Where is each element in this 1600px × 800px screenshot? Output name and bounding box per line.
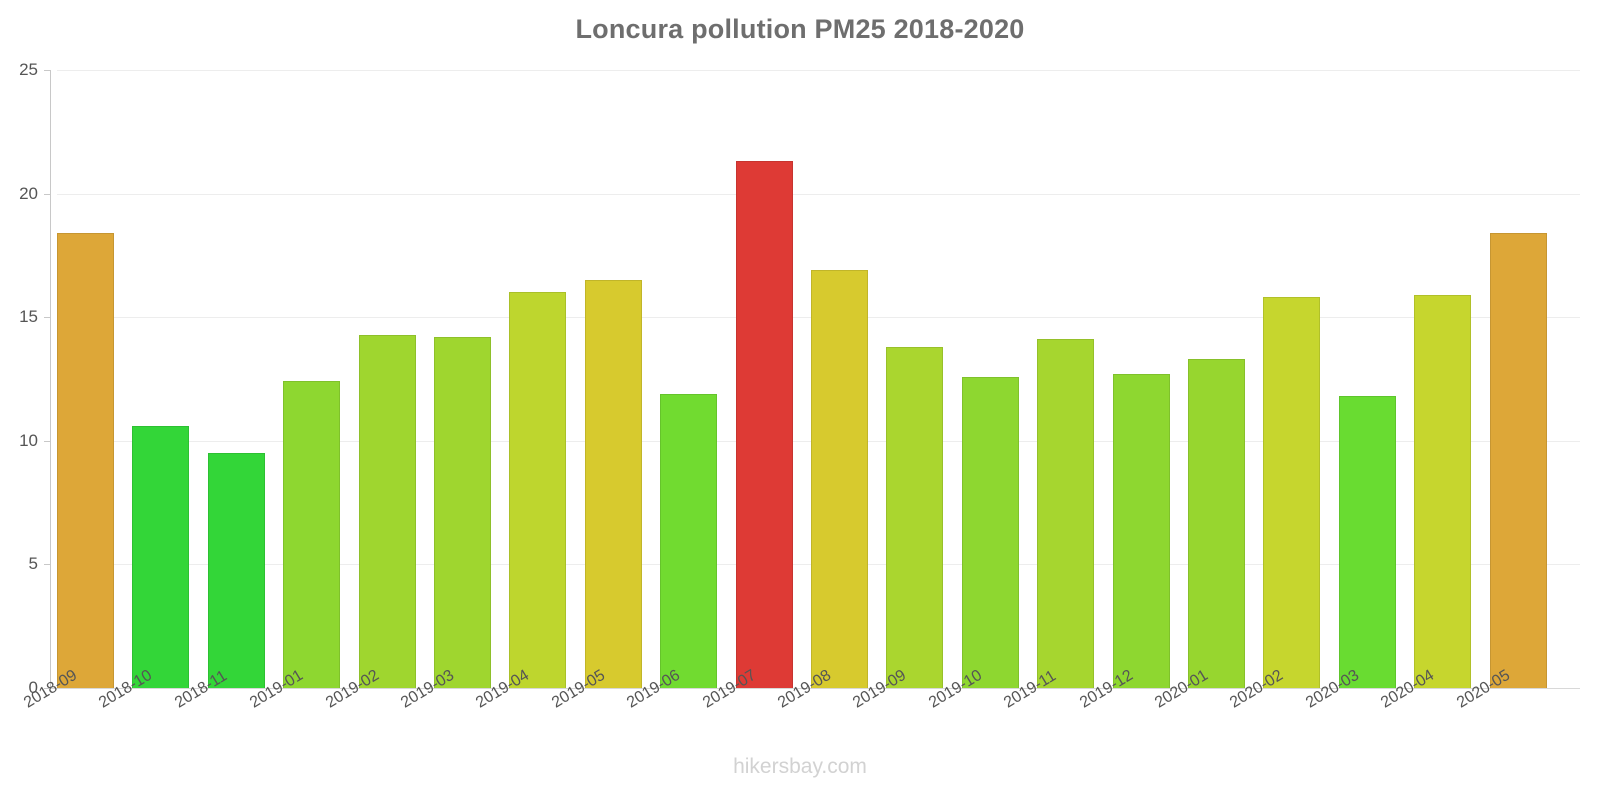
y-axis-tick-label: 15	[19, 307, 38, 327]
y-axis-tick	[44, 564, 51, 566]
y-axis-tick	[44, 440, 51, 442]
bar[interactable]	[886, 346, 944, 688]
bar[interactable]	[509, 292, 567, 688]
bar[interactable]	[207, 453, 265, 688]
y-axis-tick-label: 0	[28, 678, 38, 697]
footer-credit: hikersbay.com	[733, 755, 867, 778]
gridline	[57, 193, 1580, 195]
bar[interactable]	[811, 270, 868, 688]
bar[interactable]	[1188, 359, 1245, 688]
y-axis-tick	[44, 193, 51, 195]
y-axis-tick	[44, 317, 51, 319]
bar[interactable]	[1338, 396, 1396, 688]
bar[interactable]	[283, 381, 341, 688]
bar[interactable]	[961, 376, 1019, 688]
y-axis-tick	[44, 70, 51, 71]
bar[interactable]	[434, 336, 491, 688]
y-axis-tick-label: 5	[28, 554, 38, 574]
y-axis-tick	[44, 688, 51, 689]
bar[interactable]	[1263, 297, 1321, 688]
bar[interactable]	[1037, 339, 1095, 688]
bar[interactable]	[660, 393, 718, 688]
gridline	[57, 70, 1580, 71]
bar[interactable]	[1414, 294, 1472, 688]
bar[interactable]	[1489, 233, 1547, 688]
y-axis-tick-label: 25	[19, 60, 38, 79]
bar[interactable]	[358, 334, 416, 688]
x-axis-line	[50, 688, 1580, 689]
bar[interactable]	[57, 233, 114, 688]
y-axis-tick-label: 20	[19, 183, 38, 203]
bar[interactable]	[584, 280, 642, 688]
bar[interactable]	[1112, 374, 1170, 688]
y-axis-line	[50, 70, 51, 689]
chart-title: Loncura pollution PM25 2018-2020	[575, 14, 1025, 44]
bar[interactable]	[132, 425, 190, 688]
bar[interactable]	[735, 161, 793, 688]
y-axis-tick-label: 10	[19, 430, 38, 450]
